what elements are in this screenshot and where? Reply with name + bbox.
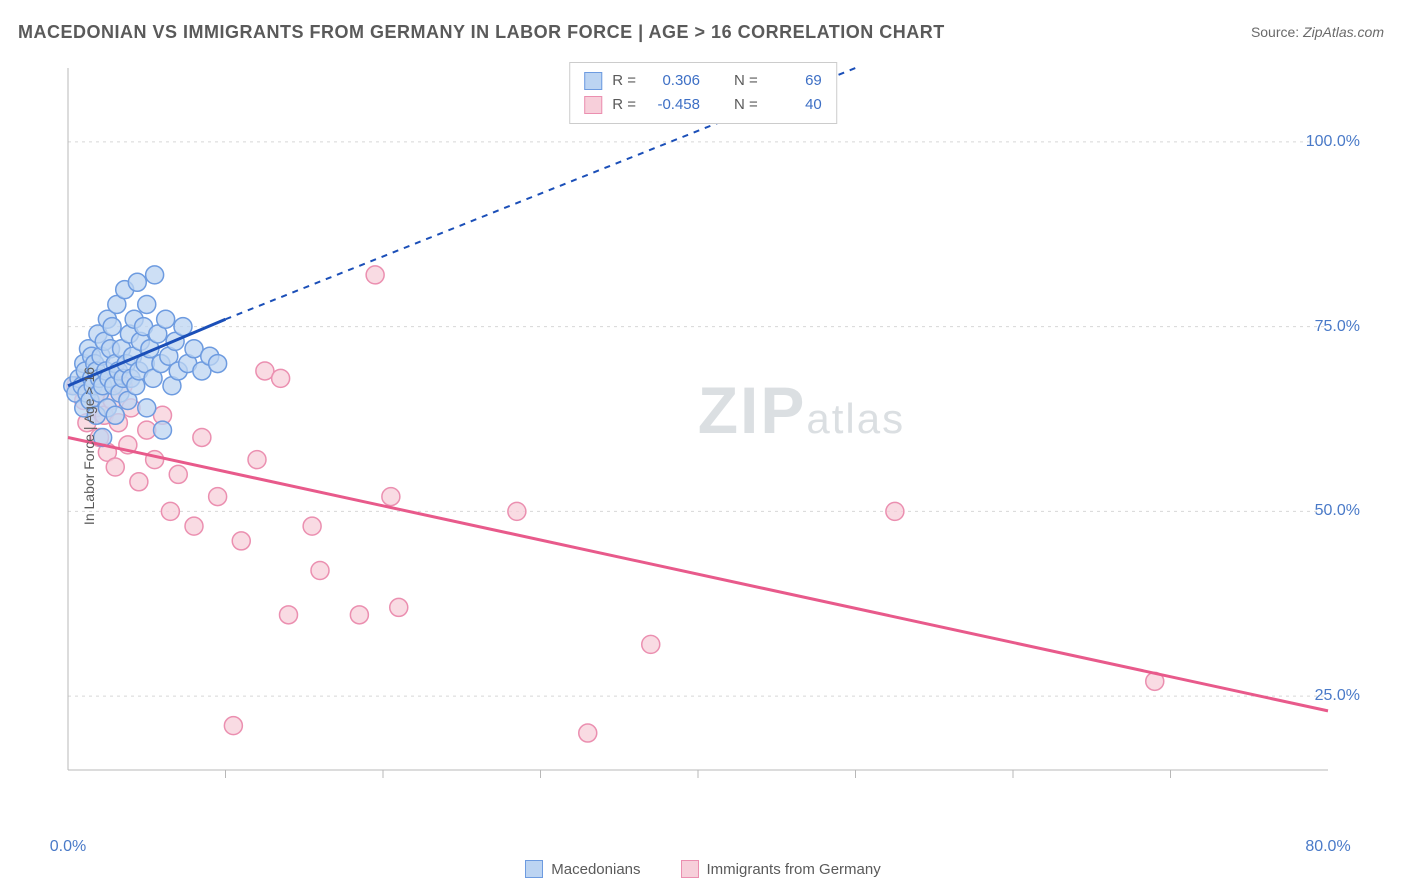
y-tick-label: 50.0% <box>1315 502 1360 520</box>
n-value-germany: 40 <box>768 93 822 117</box>
swatch-macedonians-icon <box>525 860 543 878</box>
legend-item-germany: Immigrants from Germany <box>681 860 881 878</box>
stats-legend: R = 0.306 N = 69 R = -0.458 N = 40 <box>569 62 837 124</box>
r-label: R = <box>612 93 636 117</box>
y-tick-label: 75.0% <box>1315 318 1360 336</box>
swatch-macedonians-icon <box>584 72 602 90</box>
n-value-macedonians: 69 <box>768 69 822 93</box>
source-label: Source: <box>1251 24 1299 40</box>
source-value: ZipAtlas.com <box>1303 24 1384 40</box>
x-tick-label: 80.0% <box>1305 838 1350 856</box>
n-label: N = <box>734 93 758 117</box>
r-value-germany: -0.458 <box>646 93 700 117</box>
x-tick-label: 0.0% <box>50 838 86 856</box>
r-value-macedonians: 0.306 <box>646 69 700 93</box>
legend-label-macedonians: Macedonians <box>551 861 640 878</box>
n-label: N = <box>734 69 758 93</box>
chart-title: MACEDONIAN VS IMMIGRANTS FROM GERMANY IN… <box>18 22 945 43</box>
r-label: R = <box>612 69 636 93</box>
y-axis-label: In Labor Force | Age > 16 <box>81 367 97 525</box>
bottom-legend: Macedonians Immigrants from Germany <box>0 860 1406 878</box>
legend-item-macedonians: Macedonians <box>525 860 640 878</box>
chart-plot-area: 25.0%50.0%75.0%100.0%0.0%80.0% <box>48 60 1388 830</box>
stats-row-macedonians: R = 0.306 N = 69 <box>584 69 822 93</box>
legend-label-germany: Immigrants from Germany <box>707 861 881 878</box>
swatch-germany-icon <box>584 96 602 114</box>
chart-svg <box>48 60 1388 830</box>
source-attribution: Source: ZipAtlas.com <box>1251 24 1384 40</box>
swatch-germany-icon <box>681 860 699 878</box>
stats-row-germany: R = -0.458 N = 40 <box>584 93 822 117</box>
y-tick-label: 100.0% <box>1306 133 1360 151</box>
y-tick-label: 25.0% <box>1315 687 1360 705</box>
